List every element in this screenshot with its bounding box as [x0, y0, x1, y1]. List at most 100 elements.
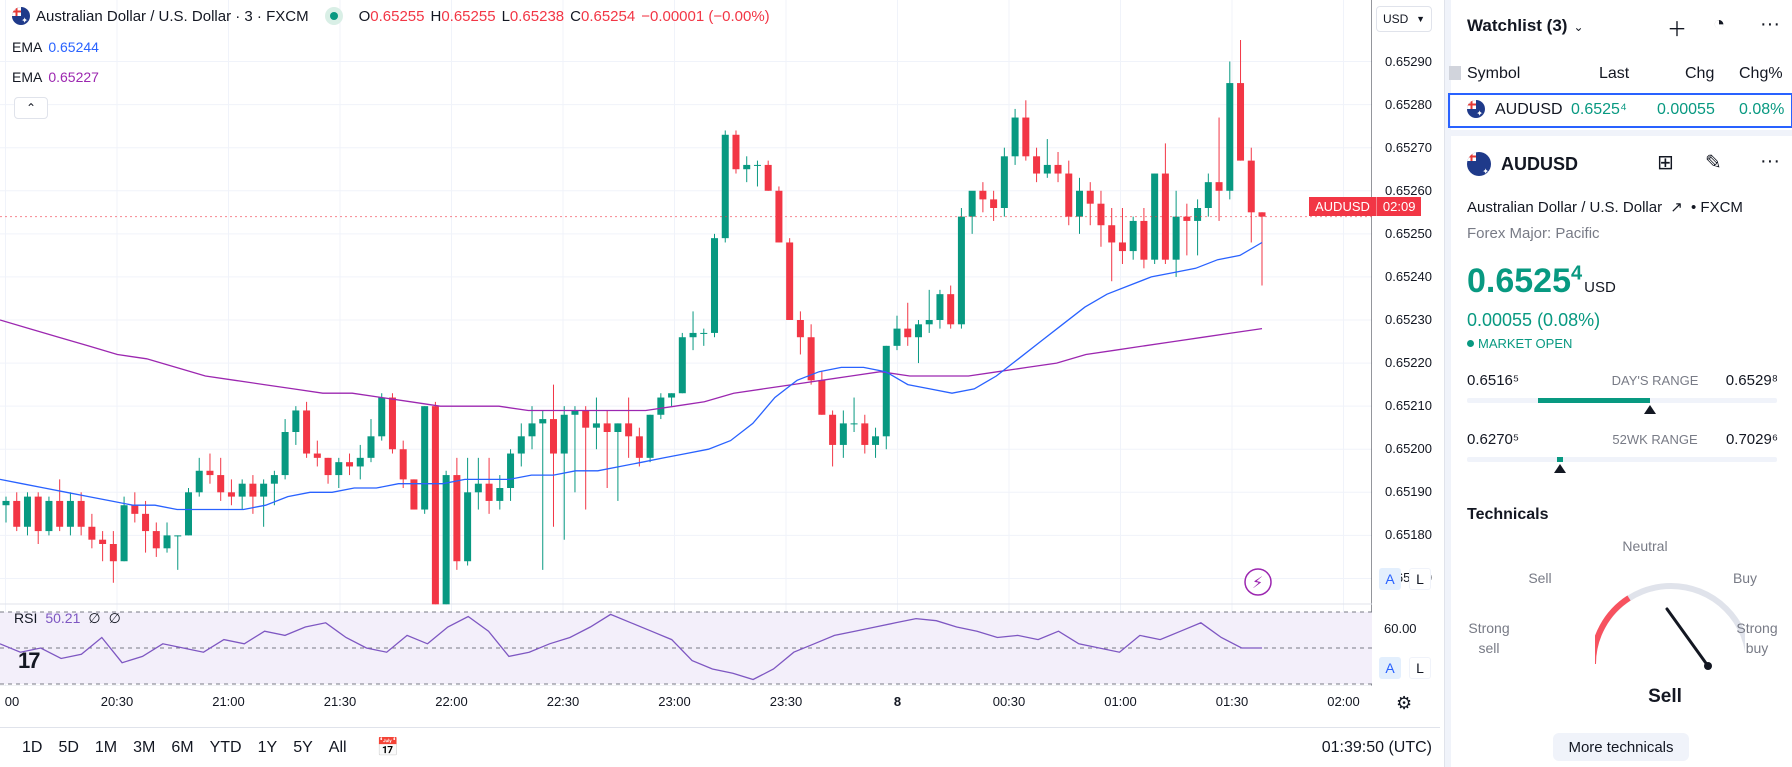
ohlc-high-value: 0.65255 — [441, 7, 496, 25]
range-1m-button[interactable]: 1M — [94, 738, 118, 756]
candle-body — [979, 190, 987, 200]
ema-legend-1[interactable]: EMA 0.65244 — [12, 39, 99, 55]
candle-body — [571, 410, 579, 415]
range-5y-button[interactable]: 5Y — [293, 738, 313, 756]
pie-chart-icon[interactable]: ◔ — [1713, 13, 1726, 35]
collapse-legend-button[interactable]: ⌃ — [14, 97, 48, 119]
chart-pane[interactable]: ⚡ Australian Dollar / U.S. Dollar · 3 · … — [0, 0, 1432, 713]
candle-body — [13, 500, 21, 527]
days-range-high: 0.6529⁸ — [1725, 372, 1778, 389]
symbol-description-text[interactable]: Australian Dollar / U.S. Dollar — [1467, 199, 1663, 216]
candle-body — [88, 526, 96, 540]
column-last[interactable]: Last — [1599, 65, 1630, 82]
candle-body — [678, 337, 686, 394]
candle-body — [1108, 225, 1116, 243]
time-axis-tick-label: 22:30 — [546, 694, 580, 709]
candle-body — [324, 457, 332, 476]
candle-body — [313, 453, 321, 458]
ohlc-close-key: C — [570, 7, 581, 25]
symbol-description: Australian Dollar / U.S. Dollar ↗ • FXCM — [1467, 198, 1743, 216]
candle-body — [1237, 83, 1245, 161]
price-axis-tick-label: 0.65210 — [1385, 398, 1432, 414]
add-symbol-icon[interactable]: ＋ — [1667, 19, 1687, 41]
candle-body — [346, 462, 354, 467]
range-all-button[interactable]: All — [328, 738, 347, 756]
candle-body — [914, 324, 922, 338]
ema-label: EMA — [12, 69, 43, 85]
candle-body — [1204, 182, 1212, 208]
rsi-legend[interactable]: RSI 50.21 ∅ ∅ — [14, 610, 121, 627]
column-chg-pct[interactable]: Chg% — [1739, 65, 1783, 82]
gauge-buy-label: Buy — [1732, 570, 1758, 586]
chart-canvas[interactable]: ⚡ — [0, 0, 1372, 686]
tradingview-logo[interactable]: 17 — [18, 648, 41, 673]
candle-body — [99, 539, 107, 544]
range-6m-button[interactable]: 6M — [171, 738, 194, 756]
candle-body — [485, 483, 493, 501]
rsi-param-1: ∅ — [88, 610, 101, 626]
technicals-title[interactable]: Technicals — [1467, 506, 1549, 523]
range-1d-button[interactable]: 1D — [22, 738, 43, 756]
candle-body — [142, 513, 150, 532]
candle-body — [1194, 208, 1202, 221]
panel-divider[interactable] — [1445, 0, 1451, 767]
calendar-goto-icon[interactable]: 📅 — [376, 737, 399, 757]
ohlc-high-key: H — [430, 7, 442, 25]
symbol-category[interactable]: Forex Major: Pacific — [1467, 225, 1600, 242]
symbol-title[interactable]: Australian Dollar / U.S. Dollar · 3 · FX… — [36, 7, 309, 25]
candle-body — [303, 410, 311, 454]
days-range-low: 0.6516⁵ — [1467, 372, 1520, 389]
right-panel: Watchlist (3) ⌄ ＋ ◔ ··· Symbol Last Chg C… — [1444, 0, 1792, 767]
candle-body — [378, 397, 386, 437]
range-3m-button[interactable]: 3M — [133, 738, 156, 756]
australia-flag-icon — [1467, 152, 1491, 176]
candle-body — [1247, 160, 1255, 213]
grid-layout-icon[interactable]: ⊞ — [1657, 152, 1674, 174]
days-range-fill — [1538, 398, 1650, 403]
column-symbol[interactable]: Symbol — [1467, 65, 1521, 82]
external-link-icon[interactable]: ↗ — [1670, 199, 1683, 216]
ohlc-open-value: 0.65255 — [370, 7, 425, 25]
candle-body — [1183, 216, 1191, 221]
edit-note-icon[interactable]: ✎ — [1705, 152, 1722, 174]
range-ytd-button[interactable]: YTD — [209, 738, 242, 756]
ohlc-change: −0.00001 (−0.00%) — [641, 7, 770, 25]
settings-gear-icon[interactable]: ⚙ — [1396, 693, 1413, 713]
rsi-param-2: ∅ — [108, 610, 121, 626]
rsi-auto-scale-button[interactable]: A — [1379, 657, 1401, 679]
candle-body — [281, 432, 289, 476]
price-axis-tick-label: 0.65200 — [1385, 441, 1432, 457]
candle-body — [174, 535, 182, 537]
utc-clock[interactable]: 01:39:50 (UTC) — [1321, 738, 1432, 756]
candle-body — [388, 397, 396, 450]
time-axis-tick-label: 22:00 — [435, 694, 468, 709]
rsi-log-scale-button[interactable]: L — [1409, 657, 1431, 679]
auto-scale-button[interactable]: A — [1379, 568, 1401, 590]
range-1y-button[interactable]: 1Y — [257, 738, 278, 756]
candle-body — [882, 345, 890, 437]
chevron-down-icon: ▼ — [1416, 14, 1425, 24]
more-options-icon[interactable]: ··· — [1760, 150, 1780, 172]
log-scale-button[interactable]: L — [1409, 568, 1431, 590]
select-all-checkbox[interactable] — [1449, 66, 1461, 80]
candle-body — [625, 423, 633, 437]
candle-body — [1129, 220, 1137, 252]
watchlist-title[interactable]: Watchlist (3) ⌄ — [1467, 16, 1584, 36]
market-status-dot-icon — [324, 7, 343, 25]
candle-body — [668, 393, 676, 398]
range-5d-button[interactable]: 5D — [58, 738, 79, 756]
column-chg[interactable]: Chg — [1685, 65, 1715, 82]
currency-select[interactable]: USD ▼ — [1376, 6, 1432, 32]
lightning-icon[interactable] — [1244, 568, 1272, 596]
candle-body — [1076, 190, 1084, 217]
ema-legend-2[interactable]: EMA 0.65227 — [12, 69, 99, 85]
candle-body — [614, 423, 622, 432]
candle-body — [560, 414, 568, 454]
candle-body — [839, 423, 847, 445]
more-technicals-button[interactable]: More technicals — [1553, 733, 1689, 761]
more-options-icon[interactable]: ··· — [1760, 13, 1780, 35]
section-divider[interactable] — [1448, 130, 1792, 136]
row-chg-pct: 0.08% — [1739, 101, 1785, 118]
time-axis-tick-label: 23:30 — [769, 694, 803, 709]
details-symbol[interactable]: AUDUSD — [1501, 153, 1579, 174]
